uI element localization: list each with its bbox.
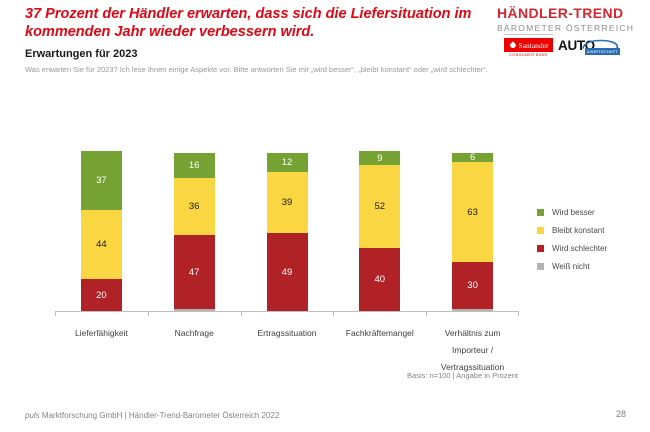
bar-segment-bleibt-konstant: 52 xyxy=(359,165,401,248)
footer-source-name: puls xyxy=(25,411,40,420)
auto-wirtschaft-logo: AUTO &WIRTSCHAFT xyxy=(558,38,620,57)
legend-swatch xyxy=(537,208,544,216)
bar-value-label: 49 xyxy=(281,266,293,278)
bar-segment-bleibt-konstant: 44 xyxy=(80,209,122,280)
bar-value-label: 36 xyxy=(188,200,200,212)
bar-value-label: 37 xyxy=(96,174,107,186)
page-title: 37 Prozent der Händler erwarten, dass si… xyxy=(25,6,472,40)
legend-item: Bleibt konstant xyxy=(537,225,607,235)
bar-segment-wird-schlechter: 49 xyxy=(266,233,308,311)
santander-flame-icon xyxy=(509,41,516,49)
bar-segment-bleibt-konstant: 63 xyxy=(452,162,494,262)
legend-swatch xyxy=(537,244,544,252)
legend-swatch xyxy=(537,226,544,234)
bar-segment-weiß-nicht xyxy=(173,309,215,311)
bar-value-label: 63 xyxy=(467,206,478,218)
category-label: Fachkräftemangel xyxy=(345,328,414,338)
footer-source: puls Marktforschung GmbH | Händler-Trend… xyxy=(25,411,279,420)
legend-item: Wird besser xyxy=(537,207,607,217)
bar-segment-wird-besser: 9 xyxy=(359,151,401,166)
santander-logo: Santander CONSUMER BANK xyxy=(504,38,553,57)
santander-sublabel: CONSUMER BANK xyxy=(509,53,548,57)
legend-swatch xyxy=(537,262,544,270)
bar-segment-wird-besser: 16 xyxy=(173,152,215,178)
axis-tick xyxy=(148,312,149,316)
brand-tagline: BAROMETER ÖSTERREICH xyxy=(497,23,635,33)
legend-item: Weiß nicht xyxy=(537,261,607,271)
survey-question: Was erwarten Sie für 2023? Ich lese Ihne… xyxy=(25,65,488,74)
bar-value-label: 9 xyxy=(377,152,383,164)
legend-item: Wird schlechter xyxy=(537,243,608,253)
bar-value-label: 44 xyxy=(96,238,107,250)
legend-label: Bleibt konstant xyxy=(552,225,605,235)
legend-label: Weiß nicht xyxy=(552,261,590,271)
bar-segment-wird-schlechter: 47 xyxy=(173,234,215,310)
logo-divider xyxy=(504,34,553,35)
bar-value-label: 16 xyxy=(188,159,200,171)
legend-label: Wird besser xyxy=(552,207,595,217)
brand-name: HÄNDLER-TREND xyxy=(497,5,624,21)
bar-segment-wird-schlechter: 40 xyxy=(359,247,401,311)
category-label: Nachfrage xyxy=(174,328,214,338)
bar-value-label: 47 xyxy=(188,266,200,278)
bar-segment-bleibt-konstant: 36 xyxy=(173,177,215,235)
page-number: 28 xyxy=(615,409,626,419)
axis-tick xyxy=(55,312,56,316)
footer-source-rest: Marktforschung GmbH | Händler-Trend-Baro… xyxy=(39,411,280,420)
bar-segment-wird-besser: 6 xyxy=(452,151,494,163)
x-axis xyxy=(55,311,519,312)
bar-segment-bleibt-konstant: 39 xyxy=(266,171,308,234)
category-label: Lieferfähigkeit xyxy=(74,328,128,338)
sponsor-logos: Santander CONSUMER BANK AUTO &WIRTSCHAFT xyxy=(504,38,620,57)
brand-logo: HÄNDLER-TREND BAROMETER ÖSTERREICH Santa… xyxy=(497,5,635,57)
category-label: Ertragssituation xyxy=(257,328,317,338)
chart-note: Basis: n=100 | Angabe in Prozent xyxy=(407,371,518,380)
bar-value-label: 40 xyxy=(374,273,386,285)
bar-chart: 20 44 37 47 36 16 49 39 12 40 52 9 30 63 6 xyxy=(55,110,519,316)
axis-tick xyxy=(333,312,334,316)
section-heading: Erwartungen für 2023 xyxy=(25,48,138,60)
bar-value-label: 12 xyxy=(281,156,293,168)
bar-value-label: 30 xyxy=(467,280,478,292)
bar-segment-wird-besser: 12 xyxy=(266,152,308,172)
axis-tick xyxy=(241,312,242,316)
bar-segment-wird-schlechter: 30 xyxy=(452,261,494,310)
auto-sublabel: &WIRTSCHAFT xyxy=(584,48,620,55)
bar-value-label: 52 xyxy=(374,200,386,212)
bar-value-label: 39 xyxy=(281,197,293,208)
bar-value-label: 20 xyxy=(96,289,107,301)
legend: Wird besser Bleibt konstant Wird schlechte… xyxy=(537,208,607,280)
axis-tick xyxy=(518,312,519,316)
bar-segment-wird-schlechter: 20 xyxy=(80,279,122,311)
bar-segment-wird-besser: 37 xyxy=(80,151,122,210)
category-label: Verhältnis zum Importeur / Vertragssituati… xyxy=(440,328,505,372)
bar-segment-weiß-nicht xyxy=(452,309,494,311)
santander-label: Santander xyxy=(518,40,549,50)
category-labels: Lieferfähigkeit Nachfrage Ertragssituation… xyxy=(55,325,519,385)
axis-tick xyxy=(426,312,427,316)
legend-label: Wird schlechter xyxy=(552,243,608,253)
bar-value-label: 6 xyxy=(469,151,476,163)
